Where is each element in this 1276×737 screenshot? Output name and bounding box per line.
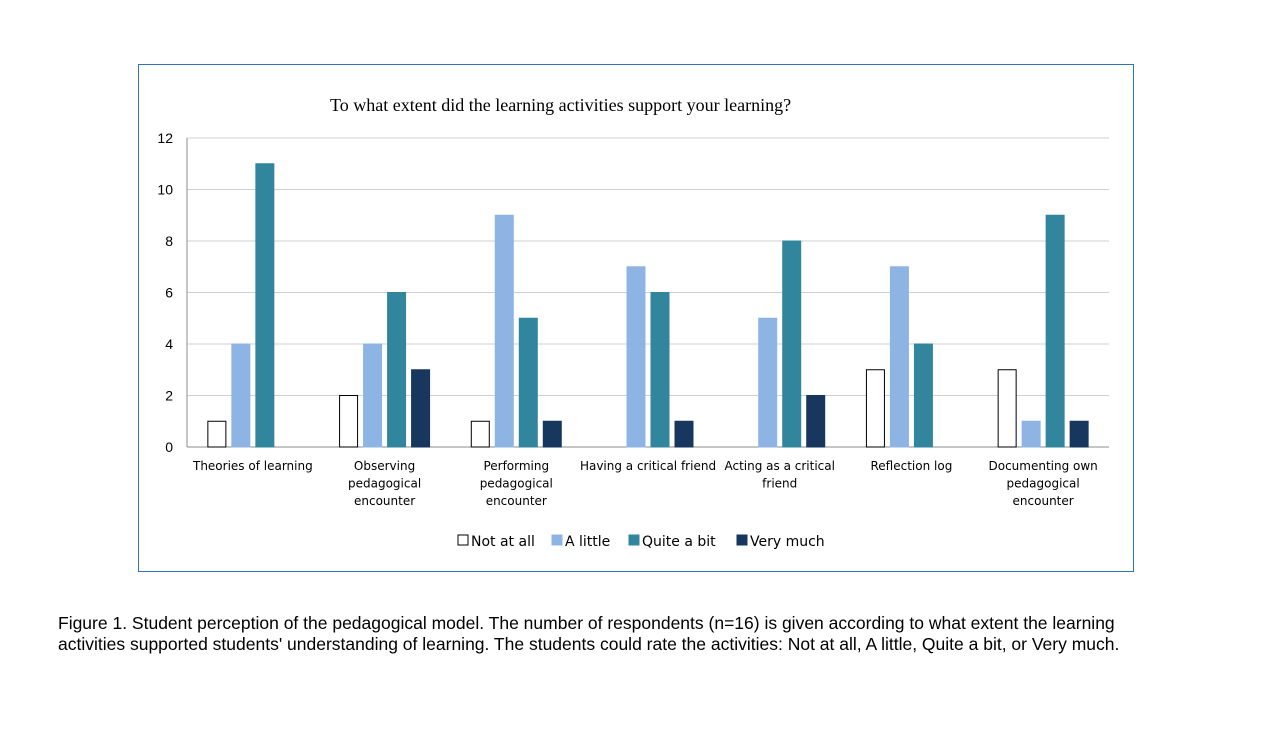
y-tick-label: 6	[165, 285, 173, 301]
bar	[518, 317, 538, 448]
legend-swatch	[457, 534, 469, 546]
figure-caption: Figure 1. Student perception of the peda…	[58, 613, 1120, 654]
legend-label: Quite a bit	[642, 534, 716, 550]
bar	[1045, 214, 1065, 448]
chart-frame: To what extent did the learning activiti…	[138, 64, 1134, 572]
bar	[889, 266, 909, 448]
legend-swatch	[736, 534, 748, 546]
x-category-label: Acting as a critical friend	[724, 459, 834, 491]
y-tick-label: 4	[165, 336, 173, 352]
legend-label: A little	[565, 534, 610, 550]
bar	[806, 395, 826, 448]
bar	[674, 420, 694, 448]
x-category-label: Documenting own pedagogical encounter	[988, 459, 1097, 508]
y-tick-label: 2	[165, 388, 173, 404]
legend-swatch	[628, 534, 640, 546]
bar	[913, 343, 933, 448]
bar	[997, 369, 1017, 448]
y-tick-label: 8	[165, 233, 173, 249]
legend-label: Very much	[750, 534, 825, 550]
bar	[363, 343, 383, 448]
x-axis-labels: Theories of learning Observing pedagogical…	[192, 459, 1098, 508]
bar	[626, 266, 646, 448]
bar	[494, 214, 514, 448]
bar	[207, 420, 227, 448]
legend-label: Not at all	[471, 534, 535, 550]
bar	[782, 240, 802, 448]
x-category-label: Theories of learning	[192, 459, 313, 473]
y-tick-label: 10	[157, 182, 173, 198]
legend-swatch	[551, 534, 563, 546]
y-tick-label: 12	[157, 130, 173, 146]
bar	[411, 369, 431, 448]
bar	[1069, 420, 1089, 448]
x-category-label: Reflection log	[871, 459, 953, 473]
bar	[542, 420, 562, 448]
bar	[758, 317, 778, 448]
bars	[207, 163, 1089, 448]
y-axis-ticks: 0 2 4 6 8 10 12	[157, 130, 173, 455]
chart-title: To what extent did the learning activiti…	[330, 95, 791, 115]
legend: Not at all A little Quite a bit Very much	[457, 534, 825, 550]
bar	[470, 420, 490, 448]
bar	[1021, 420, 1041, 448]
bar	[387, 292, 407, 448]
bar-chart: To what extent did the learning activiti…	[157, 95, 1109, 550]
grid-lines	[186, 137, 1109, 448]
y-tick-label: 0	[165, 439, 173, 455]
x-category-label: Performing pedagogical encounter	[480, 459, 553, 508]
bar	[339, 395, 359, 448]
bar	[231, 343, 251, 448]
x-category-label: Having a critical friend	[580, 459, 716, 473]
bar	[650, 292, 670, 448]
bar	[255, 163, 275, 448]
x-category-label: Observing pedagogical encounter	[348, 459, 421, 508]
bar	[865, 369, 885, 448]
